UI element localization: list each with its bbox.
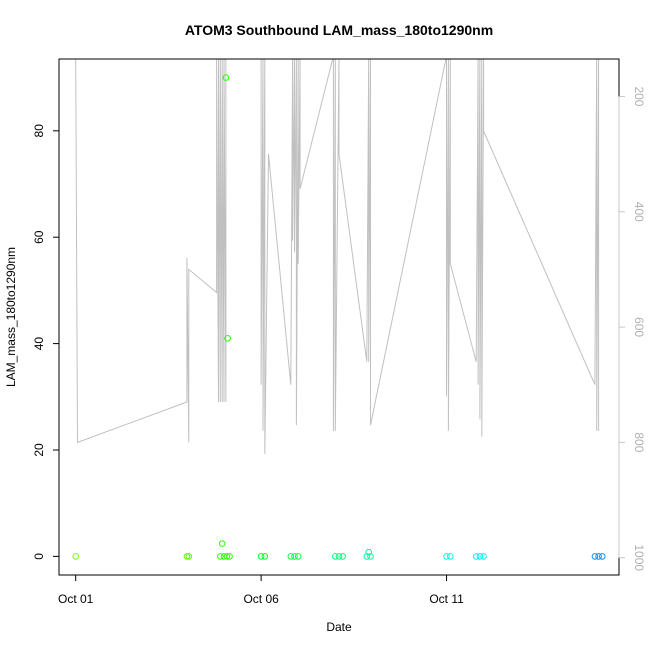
x-tick-label: Oct 11	[429, 592, 464, 606]
y-axis-label: LAM_mass_180to1290nm	[4, 247, 18, 387]
data-point	[261, 553, 269, 560]
y2-tick-label: 200	[632, 86, 646, 106]
data-point	[595, 553, 602, 560]
data-point	[480, 553, 487, 560]
data-point	[443, 553, 450, 560]
data-point	[339, 553, 347, 560]
data-point	[217, 553, 224, 560]
data-point	[599, 553, 606, 560]
data-point	[183, 553, 191, 560]
data-point	[185, 553, 193, 560]
y2-tick-label: 1000	[632, 544, 646, 571]
y2-axis: 200 400 600 800 1000	[618, 86, 646, 571]
y-tick-label: 0	[32, 553, 46, 560]
y-tick-label: 80	[32, 124, 46, 138]
x-tick-label: Oct 06	[243, 592, 279, 606]
data-point	[287, 553, 295, 560]
x-axis-label: Date	[326, 620, 352, 634]
y2-tick-label: 600	[632, 317, 646, 337]
data-point	[224, 335, 231, 342]
data-point	[291, 553, 298, 560]
data-point	[365, 548, 373, 556]
y-tick-label: 40	[32, 337, 46, 351]
data-point	[472, 553, 480, 560]
data-point	[447, 553, 454, 560]
data-point	[591, 553, 599, 560]
chart-title: ATOM3 Southbound LAM_mass_180to1290nm	[185, 22, 493, 38]
data-point	[476, 553, 484, 560]
data-point	[222, 74, 230, 81]
data-point	[257, 553, 265, 560]
x-axis: Oct 01 Oct 06 Oct 11	[58, 574, 464, 606]
y2-tick-label: 800	[632, 432, 646, 452]
data-points-layer	[72, 74, 606, 560]
y2-tick-label: 400	[632, 202, 646, 222]
data-point	[335, 553, 343, 560]
data-point	[363, 553, 371, 560]
data-point	[367, 553, 374, 560]
data-point	[294, 553, 302, 560]
altitude-line	[75, 59, 600, 454]
data-point	[218, 540, 226, 547]
altitude-line-layer	[75, 59, 600, 454]
x-tick-label: Oct 01	[58, 592, 94, 606]
data-point	[223, 553, 231, 560]
y-tick-label: 60	[32, 230, 46, 244]
data-point	[72, 553, 79, 560]
data-point	[226, 553, 233, 560]
y-axis: 0 20 40 60 80	[32, 124, 60, 560]
y-tick-label: 20	[32, 443, 46, 457]
data-point	[332, 553, 339, 560]
